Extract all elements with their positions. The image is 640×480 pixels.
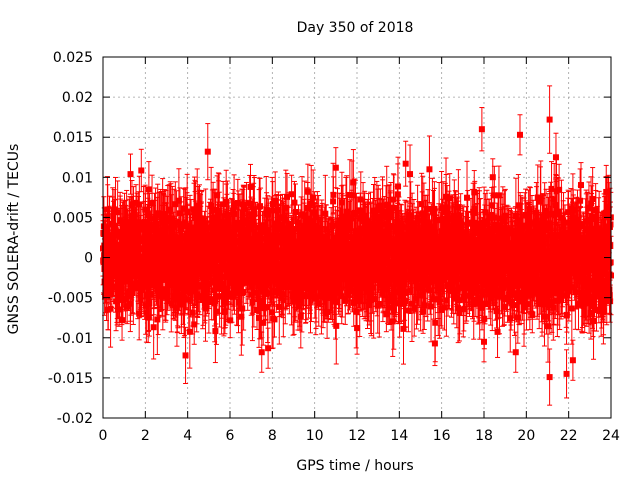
marker-square <box>104 213 111 220</box>
marker-square <box>149 200 156 207</box>
marker-square <box>130 285 137 292</box>
marker-square <box>239 305 246 312</box>
marker-square <box>118 292 125 299</box>
marker-square <box>146 299 153 306</box>
data-series <box>100 85 614 406</box>
data-point <box>138 148 145 193</box>
marker-square <box>144 230 151 237</box>
marker-square <box>143 309 150 316</box>
marker-square <box>132 199 139 206</box>
marker-square <box>260 319 267 326</box>
marker-square <box>124 303 131 310</box>
marker-square <box>271 316 278 323</box>
marker-square <box>106 232 113 239</box>
marker-square <box>134 239 141 246</box>
marker-square <box>126 277 133 284</box>
marker-square <box>154 316 161 323</box>
marker-square <box>129 290 136 297</box>
chart-title: Day 350 of 2018 <box>297 20 414 36</box>
marker-square <box>150 324 157 331</box>
marker-square <box>113 298 120 305</box>
marker-square <box>154 232 161 239</box>
marker-square <box>130 214 137 221</box>
marker-square <box>112 227 119 234</box>
marker-square <box>148 291 155 298</box>
marker-square <box>264 304 271 311</box>
marker-square <box>145 186 152 193</box>
marker-square <box>136 310 143 317</box>
marker-square <box>251 210 258 217</box>
marker-square <box>257 203 264 210</box>
marker-square <box>138 167 145 174</box>
marker-square <box>212 328 219 335</box>
marker-square <box>136 201 143 208</box>
marker-square <box>140 219 147 226</box>
